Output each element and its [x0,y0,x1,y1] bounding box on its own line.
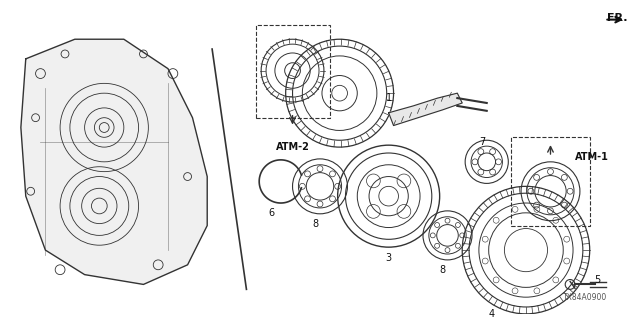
Text: 5: 5 [595,275,601,284]
Text: 3: 3 [385,253,392,263]
Text: TX84A0900: TX84A0900 [563,293,607,302]
Text: ATM-1: ATM-1 [575,152,609,162]
Text: FR.: FR. [607,13,628,23]
Text: 6: 6 [268,208,274,218]
Text: 8: 8 [440,265,445,275]
Polygon shape [388,93,462,125]
Text: ATM-2: ATM-2 [276,142,310,152]
Text: 8: 8 [312,219,318,229]
Text: 1: 1 [385,93,392,103]
Text: 7: 7 [479,137,485,147]
Text: 4: 4 [488,309,495,319]
Polygon shape [21,39,207,284]
